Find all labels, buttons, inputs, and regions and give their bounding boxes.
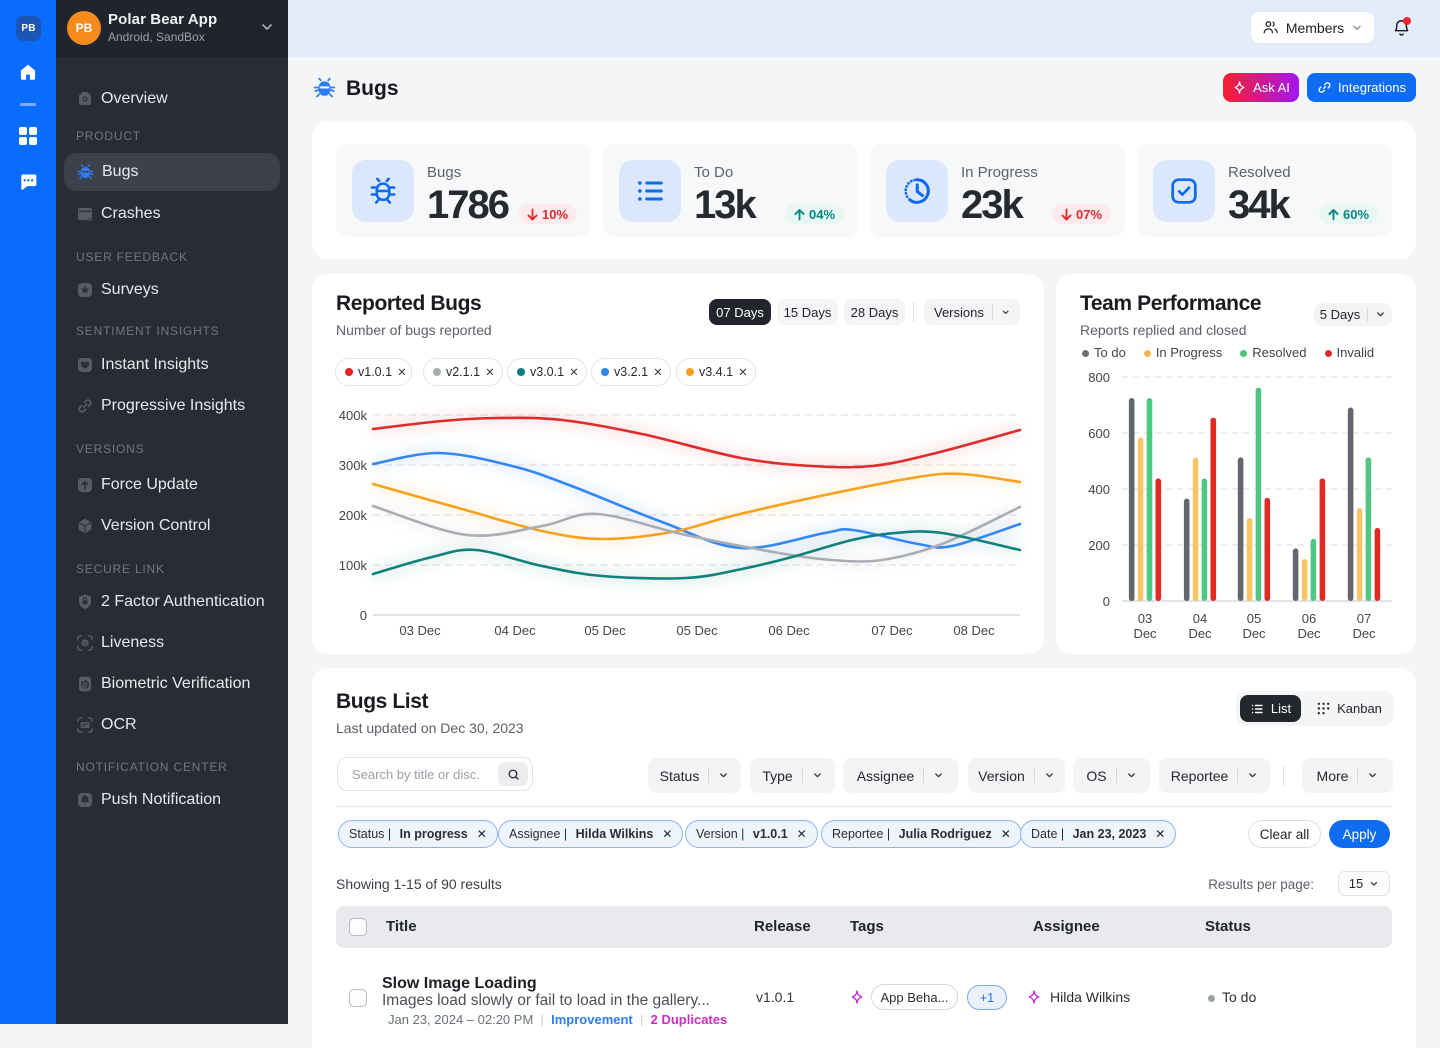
svg-text:0: 0: [360, 608, 367, 623]
svg-text:04 Dec: 04 Dec: [494, 623, 536, 638]
svg-text:200: 200: [1088, 538, 1110, 553]
svg-text:0: 0: [1103, 594, 1110, 609]
svg-text:07: 07: [1357, 611, 1371, 626]
svg-text:Dec: Dec: [1188, 626, 1212, 641]
svg-text:05: 05: [1247, 611, 1261, 626]
svg-text:05 Dec: 05 Dec: [584, 623, 626, 638]
svg-text:200k: 200k: [339, 508, 368, 523]
svg-text:600: 600: [1088, 426, 1110, 441]
svg-text:03: 03: [1138, 611, 1152, 626]
svg-text:06 Dec: 06 Dec: [768, 623, 810, 638]
svg-text:800: 800: [1088, 370, 1110, 385]
svg-text:Dec: Dec: [1352, 626, 1376, 641]
svg-text:04: 04: [1193, 611, 1207, 626]
svg-text:Dec: Dec: [1133, 626, 1157, 641]
svg-text:08 Dec: 08 Dec: [953, 623, 995, 638]
svg-text:03 Dec: 03 Dec: [399, 623, 441, 638]
svg-text:06: 06: [1302, 611, 1316, 626]
svg-text:100k: 100k: [339, 558, 368, 573]
svg-text:300k: 300k: [339, 458, 368, 473]
svg-text:400k: 400k: [339, 408, 368, 423]
svg-text:Dec: Dec: [1297, 626, 1321, 641]
svg-text:07 Dec: 07 Dec: [871, 623, 913, 638]
svg-text:400: 400: [1088, 482, 1110, 497]
svg-text:05 Dec: 05 Dec: [676, 623, 718, 638]
svg-text:Dec: Dec: [1242, 626, 1266, 641]
